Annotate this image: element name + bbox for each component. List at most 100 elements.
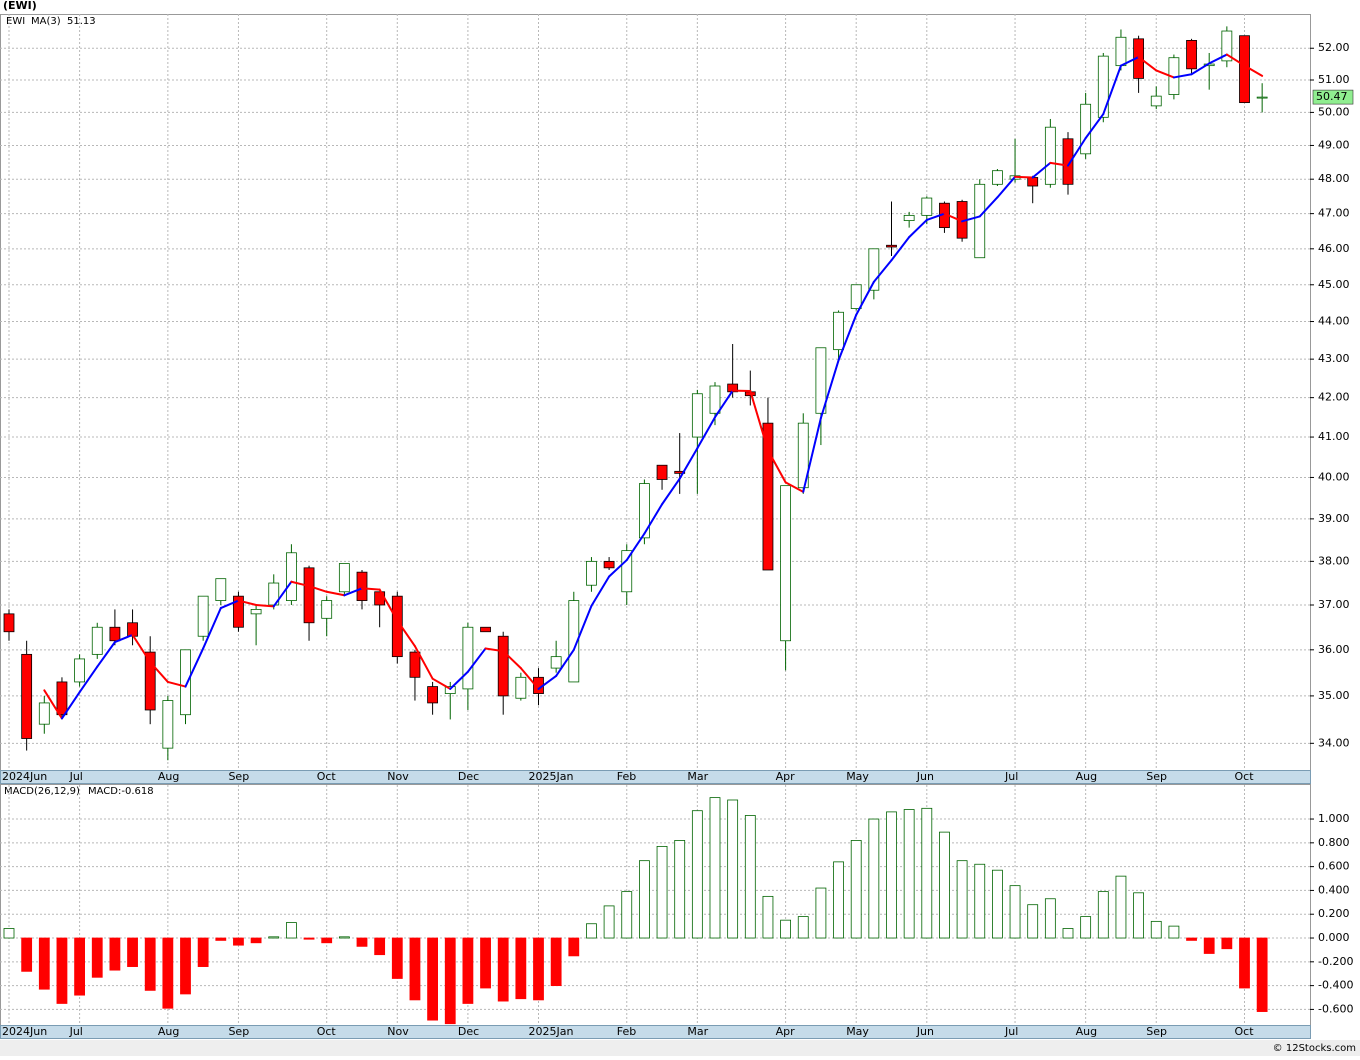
- candle-body: [710, 386, 720, 413]
- y-tick-label: 44.00: [1318, 315, 1350, 328]
- macd-bar: [481, 938, 491, 988]
- ma-line: [1015, 177, 1033, 178]
- macd-bar: [604, 906, 614, 938]
- y-tick-label: 36.00: [1318, 643, 1350, 656]
- y-tick-label: 1.000: [1318, 812, 1350, 825]
- y-tick-label: 43.00: [1318, 352, 1350, 365]
- x-tick-label: Aug: [1076, 1025, 1097, 1038]
- macd-bar: [22, 938, 32, 971]
- macd-bar: [834, 862, 844, 938]
- x-tick-label: Jun: [916, 770, 934, 783]
- macd-bar: [251, 938, 261, 943]
- y-tick-label: -0.400: [1318, 979, 1353, 992]
- macd-bar: [728, 800, 738, 938]
- candle-body: [57, 682, 67, 715]
- candle-body: [428, 687, 438, 703]
- macd-bar: [1010, 886, 1020, 938]
- legend-symbol: EWI: [6, 16, 25, 27]
- y-tick-label: 35.00: [1318, 689, 1350, 702]
- x-tick-label: Dec: [458, 770, 479, 783]
- y-tick-label: 0.200: [1318, 907, 1350, 920]
- x-tick-label: Mar: [687, 1025, 708, 1038]
- candle-body: [586, 561, 596, 585]
- macd-bar: [975, 864, 985, 938]
- x-tick-label: Nov: [387, 770, 409, 783]
- macd-bar: [145, 938, 155, 990]
- candle-body: [904, 215, 914, 220]
- y-tick-label: 52.00: [1318, 41, 1350, 54]
- y-tick-label: 38.00: [1318, 554, 1350, 567]
- candle-body: [1240, 36, 1250, 103]
- macd-bar: [498, 938, 508, 1001]
- y-tick-label: 0.400: [1318, 883, 1350, 896]
- macd-bar: [1169, 926, 1179, 938]
- candle-body: [622, 551, 632, 592]
- y-tick-label: 41.00: [1318, 430, 1350, 443]
- candle-body: [1081, 104, 1091, 154]
- macd-bar: [1081, 917, 1091, 938]
- x-tick-label: Aug: [158, 1025, 179, 1038]
- candle-body: [39, 703, 49, 724]
- candle-body: [498, 636, 508, 696]
- y-tick-label: 34.00: [1318, 736, 1350, 749]
- x-tick-label: Feb: [617, 1025, 636, 1038]
- x-tick-label: Jul: [1004, 770, 1018, 783]
- y-tick-label: 42.00: [1318, 391, 1350, 404]
- candle-body: [410, 652, 420, 677]
- candle-body: [357, 572, 367, 600]
- macd-bar: [1240, 938, 1250, 988]
- candle-body: [322, 601, 332, 619]
- macd-bar: [622, 892, 632, 938]
- y-tick-label: 0.600: [1318, 860, 1350, 873]
- y-tick-label: 40.00: [1318, 470, 1350, 483]
- candle-body: [251, 609, 261, 613]
- y-tick-label: 51.00: [1318, 73, 1350, 86]
- y-tick-label: 49.00: [1318, 138, 1350, 151]
- macd-bar: [39, 938, 49, 989]
- macd-bar: [798, 917, 808, 938]
- macd-bar: [1045, 899, 1055, 938]
- macd-bar: [357, 938, 367, 946]
- macd-bar: [1116, 876, 1126, 938]
- x-tick-label: May: [846, 770, 869, 783]
- macd-bar: [816, 888, 826, 938]
- macd-bar: [869, 819, 879, 938]
- macd-bar: [410, 938, 420, 1000]
- macd-bar: [445, 938, 455, 1024]
- macd-bar: [181, 938, 191, 994]
- candle-body: [1045, 127, 1055, 184]
- y-tick-label: 50.00: [1318, 105, 1350, 118]
- candle-body: [922, 198, 932, 215]
- macd-bar: [516, 938, 526, 999]
- legend-value: 51.13: [67, 16, 96, 27]
- y-tick-label: 0.800: [1318, 836, 1350, 849]
- candle-body: [22, 654, 32, 738]
- candle-body: [92, 627, 102, 654]
- candle-body: [657, 465, 667, 479]
- candle-body: [163, 701, 173, 749]
- macd-bar: [286, 923, 296, 938]
- candle-body: [110, 627, 120, 641]
- macd-bar: [1134, 893, 1144, 938]
- x-tick-label: 2024Jun: [2, 770, 47, 783]
- candle-body: [481, 627, 491, 631]
- candle-body: [887, 245, 897, 247]
- y-tick-label: 47.00: [1318, 207, 1350, 220]
- ma-line: [256, 605, 274, 606]
- macd-bar: [1222, 938, 1232, 949]
- candle-body: [781, 486, 791, 641]
- legend-entry: MACD:-0.618: [88, 786, 154, 797]
- legend: EWI MA(3) 51.13: [6, 16, 96, 27]
- macd-bar: [339, 937, 349, 938]
- chart-title: (EWI): [3, 0, 37, 12]
- macd-bar: [428, 938, 438, 1020]
- y-tick-label: 45.00: [1318, 278, 1350, 291]
- ma-line: [362, 588, 380, 589]
- candle-body: [463, 627, 473, 689]
- candle-body: [869, 249, 879, 290]
- x-tick-label: Aug: [1076, 770, 1097, 783]
- x-tick-label: Oct: [1235, 1025, 1255, 1038]
- candle-body: [975, 184, 985, 257]
- macd-bar: [216, 938, 226, 940]
- last-price-label: 50.47: [1316, 90, 1348, 103]
